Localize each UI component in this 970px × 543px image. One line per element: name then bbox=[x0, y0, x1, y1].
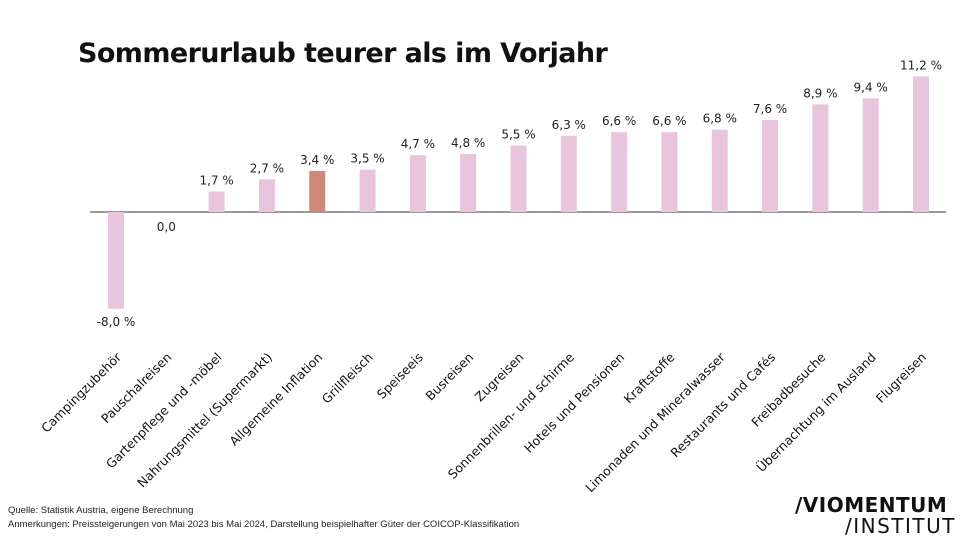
bar-5 bbox=[359, 169, 376, 212]
category-label-10: Hotels und Pensionen bbox=[521, 350, 627, 456]
bar-10 bbox=[611, 132, 628, 212]
category-label-5: Grillfleisch bbox=[319, 350, 376, 407]
category-label-7: Busreisen bbox=[422, 350, 476, 404]
value-label-7: 4,8 % bbox=[451, 136, 485, 150]
bar-4 bbox=[309, 170, 326, 212]
bar-3 bbox=[258, 179, 275, 212]
category-label-6: Speiseeis bbox=[374, 350, 426, 402]
category-label-16: Flugreisen bbox=[873, 350, 929, 406]
category-label-4: Allgemeine Inflation bbox=[226, 350, 325, 449]
value-label-0: -8,0 % bbox=[97, 315, 136, 329]
value-label-9: 6,3 % bbox=[552, 118, 586, 132]
chart-title: Sommerurlaub teurer als im Vorjahr bbox=[78, 38, 608, 69]
bar-12 bbox=[711, 129, 728, 212]
value-label-12: 6,8 % bbox=[703, 112, 737, 126]
value-label-1: 0,0 bbox=[157, 220, 176, 234]
logo-line-2: /INSTITUT bbox=[845, 514, 956, 538]
value-label-11: 6,6 % bbox=[652, 114, 686, 128]
bar-6 bbox=[409, 155, 426, 212]
momentum-institut-logo: /VIOMENTUM /INSTITUT bbox=[795, 495, 965, 536]
value-label-16: 11,2 % bbox=[900, 58, 942, 72]
bar-9 bbox=[560, 135, 577, 212]
value-label-8: 5,5 % bbox=[501, 127, 535, 141]
bar-14 bbox=[812, 104, 829, 212]
value-label-14: 8,9 % bbox=[803, 86, 837, 100]
value-label-15: 9,4 % bbox=[854, 80, 888, 94]
value-label-4: 3,4 % bbox=[300, 153, 334, 167]
bar-16 bbox=[913, 76, 929, 212]
bar-15 bbox=[862, 98, 879, 212]
bar-7 bbox=[460, 153, 477, 212]
logo-line-1: /VIOMENTUM bbox=[795, 493, 948, 517]
value-label-3: 2,7 % bbox=[250, 161, 284, 175]
source-note: Quelle: Statistik Austria, eigene Berech… bbox=[8, 505, 194, 516]
value-label-6: 4,7 % bbox=[401, 137, 435, 151]
bar-2 bbox=[208, 191, 225, 212]
bar-13 bbox=[762, 120, 779, 212]
bar-11 bbox=[661, 132, 678, 212]
methodology-note: Anmerkungen: Preissteigerungen von Mai 2… bbox=[8, 519, 520, 530]
value-label-13: 7,6 % bbox=[753, 102, 787, 116]
bar-0 bbox=[108, 212, 124, 309]
value-label-5: 3,5 % bbox=[350, 152, 384, 166]
bar-8 bbox=[510, 145, 527, 212]
value-label-10: 6,6 % bbox=[602, 114, 636, 128]
value-label-2: 1,7 % bbox=[199, 173, 233, 187]
bar-chart: -8,0 %Campingzubehör0,0Pauschalreisen1,7… bbox=[38, 58, 946, 495]
